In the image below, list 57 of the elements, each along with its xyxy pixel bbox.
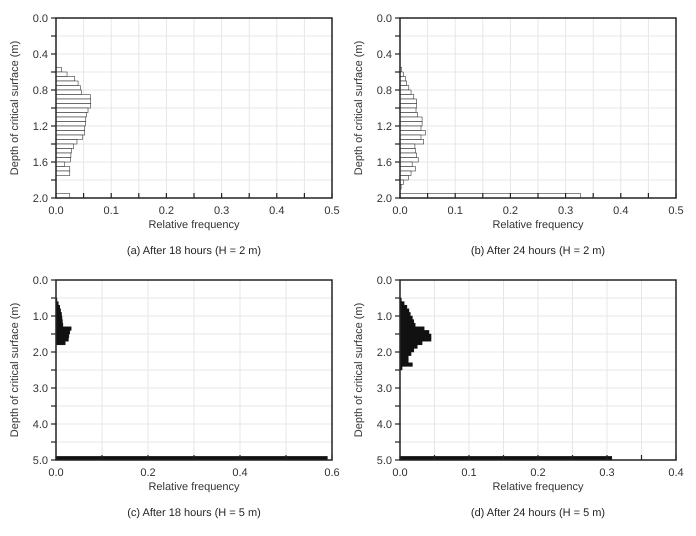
y-tick-label: 2.0 <box>32 192 48 205</box>
y-tick-label: 0.8 <box>32 84 48 97</box>
x-tick-label: 0.1 <box>448 205 463 217</box>
y-tick-label: 0.0 <box>376 12 392 25</box>
y-tick-label: 0.0 <box>376 274 392 287</box>
text: (d) After 24 hours (H = 5 m) <box>470 507 606 519</box>
x-axis-title: Relative frequency <box>148 219 240 231</box>
x-tick-label: 0.3 <box>558 205 574 217</box>
x-tick-label: 0.5 <box>668 205 684 217</box>
x-tick-label: 0.2 <box>140 467 156 479</box>
x-tick-label: 0.5 <box>324 205 340 217</box>
y-tick-label: 1.6 <box>32 156 48 169</box>
x-axis-title: Relative frequency <box>492 481 584 493</box>
y-tick-label: 0.0 <box>32 12 48 25</box>
x-tick-label: 0.0 <box>48 467 64 479</box>
y-axis-title: Depth of critical surface (m) <box>353 40 365 176</box>
y-tick-label: 5.0 <box>32 454 48 467</box>
x-tick-label: 0.4 <box>613 205 628 217</box>
y-axis-title: Depth of critical surface (m) <box>9 40 21 176</box>
y-axis-title: Depth of critical surface (m) <box>9 302 21 438</box>
x-tick-label: 0.2 <box>530 467 546 479</box>
y-tick-label: 2.0 <box>376 192 392 205</box>
y-tick-label: 2.0 <box>32 346 48 359</box>
y-tick-label: 1.0 <box>32 310 48 323</box>
x-tick-label: 0.4 <box>668 467 684 479</box>
x-tick-label: 0.1 <box>461 467 477 479</box>
x-tick-label: 0.0 <box>392 467 408 479</box>
x-tick-label: 0.1 <box>104 205 119 217</box>
x-axis-title: Relative frequency <box>492 219 584 231</box>
x-tick-label: 0.0 <box>392 205 408 217</box>
y-tick-label: 4.0 <box>376 418 392 431</box>
x-tick-label: 0.4 <box>232 467 248 479</box>
y-tick-label: 0.4 <box>32 48 48 61</box>
x-tick-label: 0.4 <box>269 205 284 217</box>
text: (b) After 24 hours (H = 2 m) <box>470 245 606 257</box>
x-axis-title: Relative frequency <box>148 481 240 493</box>
y-axis-title: Depth of critical surface (m) <box>353 302 365 438</box>
x-tick-label: 0.6 <box>324 467 340 479</box>
y-tick-label: 1.2 <box>376 120 392 133</box>
x-tick-label: 0.3 <box>599 467 615 479</box>
y-tick-label: 1.0 <box>376 310 392 323</box>
x-tick-label: 0.2 <box>158 205 174 217</box>
x-tick-label: 0.3 <box>214 205 230 217</box>
y-tick-label: 0.8 <box>376 84 392 97</box>
y-tick-label: 2.0 <box>376 346 392 359</box>
x-tick-label: 0.0 <box>48 205 64 217</box>
y-tick-label: 0.4 <box>376 48 392 61</box>
y-tick-label: 3.0 <box>32 382 48 395</box>
text: (a) After 18 hours (H = 2 m) <box>126 245 262 257</box>
y-tick-label: 1.2 <box>32 120 48 133</box>
y-tick-label: 3.0 <box>376 382 392 395</box>
y-tick-label: 0.0 <box>32 274 48 287</box>
text: (c) After 18 hours (H = 5 m) <box>127 507 261 519</box>
y-tick-label: 4.0 <box>32 418 48 431</box>
x-tick-label: 0.2 <box>502 205 518 217</box>
y-tick-label: 1.6 <box>376 156 392 169</box>
y-tick-label: 5.0 <box>376 454 392 467</box>
